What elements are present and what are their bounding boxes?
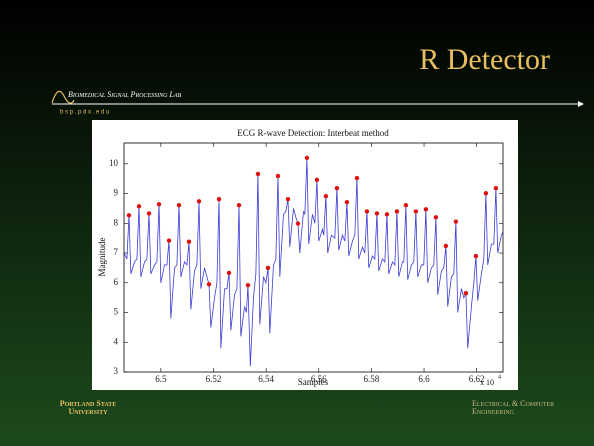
chart-title: ECG R-wave Detection: Interbeat method: [237, 128, 389, 138]
peak-marker: [186, 239, 192, 244]
peak-marker: [166, 238, 172, 243]
x-tick-label: 6.54: [258, 374, 274, 384]
lab-url: b s p . p d x . e d u: [60, 110, 109, 116]
plot: 3 4 5 6 7 8 9 10 6.5 6.52 6.54 6.56 6.58 6.6 6.62: [109, 143, 504, 384]
peak-marker: [126, 213, 132, 218]
peak-marker: [245, 282, 251, 288]
footer-left-2: University: [68, 407, 108, 416]
x-axis-label: Samples: [298, 377, 329, 387]
x-tick-label: 6.56: [311, 374, 327, 384]
logo-wave: [51, 90, 75, 104]
peak-marker: [384, 212, 390, 217]
header-arrow: [578, 101, 584, 107]
footer-right-2: Engineering: [472, 407, 515, 416]
peak-marker: [473, 253, 479, 259]
peak-marker: [463, 290, 469, 296]
peak-marker: [136, 204, 142, 209]
peak-marker: [304, 155, 310, 161]
peak-marker: [394, 209, 400, 214]
peak-marker: [226, 270, 232, 276]
peak-marker: [236, 202, 242, 208]
peak-marker: [156, 202, 162, 207]
peak-marker: [403, 202, 409, 208]
x-tick-label: 6.5: [155, 374, 167, 384]
y-tick-label: 7: [114, 247, 119, 257]
peak-marker: [216, 197, 222, 202]
peak-marker: [334, 186, 340, 191]
peak-marker: [285, 197, 291, 202]
x-multiplier-exponent: 4: [498, 374, 501, 380]
x-multiplier: x 10: [480, 378, 494, 387]
x-tick-label: 6.58: [364, 374, 380, 384]
peak-marker: [295, 221, 301, 226]
y-tick-label: 8: [114, 217, 119, 227]
peak-marker: [206, 282, 212, 287]
axes-box: [123, 142, 504, 373]
y-tick-label: 3: [114, 366, 119, 376]
peak-marker: [146, 211, 152, 216]
peak-marker: [423, 207, 429, 212]
lab-name: Biomedical Signal Processing Lab: [68, 90, 182, 99]
peak-marker: [374, 211, 380, 216]
peak-marker: [483, 191, 489, 196]
y-tick-label: 10: [109, 158, 119, 168]
x-tick-label: 6.52: [206, 374, 222, 384]
chart-panel: [92, 120, 518, 390]
peak-marker: [255, 171, 261, 177]
y-tick-label: 6: [114, 277, 119, 287]
peak-marker: [413, 209, 419, 214]
peak-marker: [323, 194, 329, 199]
peak-marker: [344, 199, 350, 205]
peak-marker: [196, 199, 202, 204]
x-tick-label: 6.62: [469, 374, 485, 384]
peak-marker: [433, 215, 439, 220]
signal-line: [123, 157, 504, 367]
peak-marker: [443, 243, 449, 249]
y-tick-label: 5: [114, 307, 119, 317]
y-tick-label: 4: [114, 336, 119, 346]
peak-marker: [453, 219, 459, 224]
footer-right-1: Electrical & Computer: [472, 399, 554, 408]
y-tick-label: 9: [114, 188, 119, 198]
footer-left-1: Portland State: [60, 399, 117, 408]
slide-title: R Detector: [419, 43, 550, 76]
peak-marker: [364, 209, 370, 214]
peak-marker: [354, 175, 360, 181]
peak-marker: [493, 186, 499, 191]
peak-marker: [275, 173, 281, 179]
peak-marker: [314, 177, 320, 183]
peak-marker: [265, 265, 271, 271]
peak-marker: [176, 202, 182, 208]
y-axis-label: Magnitude: [97, 238, 107, 277]
x-tick-label: 6.6: [418, 374, 430, 384]
